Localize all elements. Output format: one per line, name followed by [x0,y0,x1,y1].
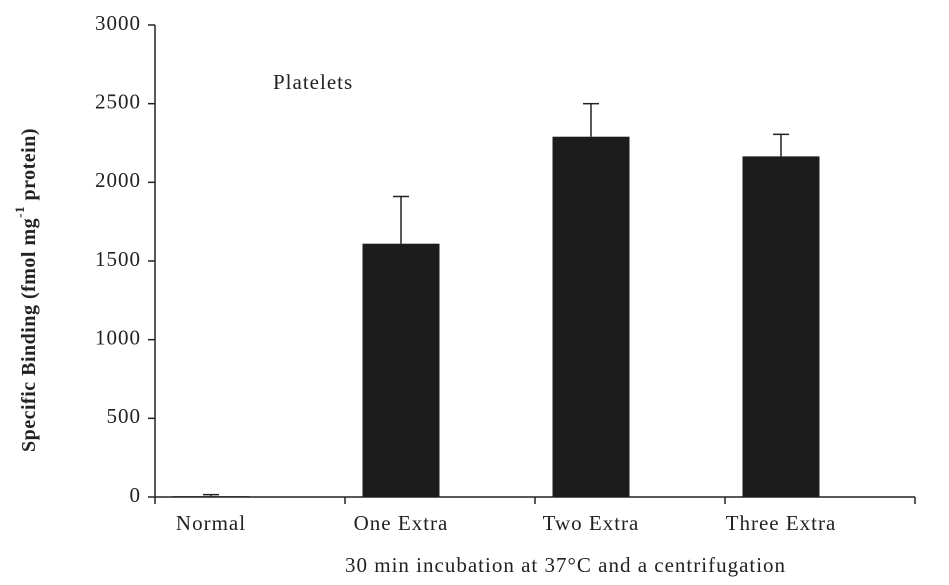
y-tick-label: 1000 [95,325,141,349]
y-tick-label: 3000 [95,11,141,35]
annotation: Platelets [273,70,353,94]
x-tick-label: Three Extra [726,511,837,535]
x-tick-label: Two Extra [543,511,640,535]
y-tick-label: 500 [107,404,142,428]
y-tick-label: 0 [130,483,142,507]
bar [742,156,820,497]
y-tick-label: 2500 [95,89,141,113]
y-tick-label: 2000 [95,168,141,192]
bar [552,136,630,497]
y-axis-label: Specific Binding (fmol mg-1 protein) [12,128,40,452]
x-tick-label: One Extra [354,511,449,535]
bar [362,243,440,497]
y-tick-label: 1500 [95,247,141,271]
x-tick-label: Normal [176,511,246,535]
x-axis-label: 30 min incubation at 37°C and a centrifu… [345,553,786,577]
bar [172,496,250,497]
